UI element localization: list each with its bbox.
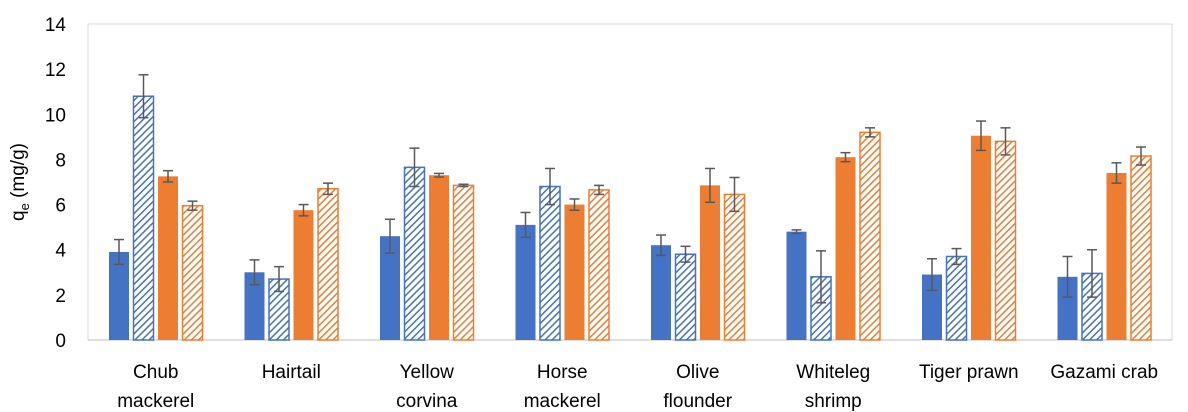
category-label-line: mackerel [524, 391, 601, 412]
bar [132, 95, 155, 341]
category-label: Whiteleg shrimp [796, 362, 870, 412]
y-axis-label-main: q [8, 210, 29, 221]
bar [1057, 276, 1078, 340]
bar [588, 189, 610, 341]
category-label-line: flounder [663, 391, 732, 412]
category-label: Gazami crab [1050, 362, 1158, 383]
category-label-line: shrimp [805, 391, 862, 412]
bar [109, 251, 129, 340]
y-tick-label: 10 [45, 105, 66, 126]
bar [723, 193, 746, 341]
bar [859, 131, 881, 341]
category-label-line: Whiteleg [796, 362, 870, 383]
bar [835, 157, 856, 340]
y-tick-label: 4 [55, 241, 66, 262]
category-label-line: Tiger prawn [919, 362, 1019, 383]
category-label: Hairtail [262, 362, 321, 383]
bar [994, 140, 1017, 341]
category-label-line: Chub [133, 362, 178, 383]
y-axis-label-sub: e [17, 203, 32, 210]
y-tick-label: 14 [45, 15, 67, 36]
y-axis-label-unit: (mg/g) [8, 143, 29, 203]
bar [181, 204, 204, 341]
category-label-line: Gazami crab [1050, 362, 1158, 383]
bar [429, 175, 449, 340]
bar [317, 188, 339, 341]
bar [564, 204, 585, 340]
y-tick-label: 0 [55, 331, 66, 352]
category-label: Horse mackerel [524, 362, 601, 412]
y-axis-label: qe (mg/g) [8, 143, 32, 221]
x-axis-categories: Chub mackerel Hairtail Yellow corvina Horse ma… [117, 362, 1158, 412]
y-tick-label: 6 [55, 196, 66, 217]
bar [786, 231, 807, 340]
bar [1130, 155, 1152, 341]
category-label-line: Yellow [400, 362, 455, 383]
category-label-line: corvina [396, 391, 458, 412]
bar [700, 185, 720, 340]
bar [515, 224, 536, 340]
bar [971, 135, 991, 340]
bar [945, 255, 968, 341]
bar [380, 236, 400, 340]
y-tick-label: 12 [45, 60, 66, 81]
bar [651, 245, 671, 340]
category-label-line: mackerel [117, 391, 194, 412]
category-label-line: Olive [676, 362, 719, 383]
bar [539, 185, 561, 341]
y-tick-label: 2 [55, 286, 66, 307]
y-axis-ticks: 0 2 4 6 8 10 12 14 [45, 15, 67, 352]
bar [403, 166, 426, 341]
category-label-line: Horse [537, 362, 588, 383]
bar [674, 253, 697, 341]
category-label: Tiger prawn [919, 362, 1019, 383]
bars-layer [109, 74, 1152, 341]
category-label: Yellow corvina [396, 362, 458, 412]
y-tick-label: 8 [55, 150, 66, 171]
bar [452, 184, 475, 341]
category-label: Olive flounder [663, 362, 732, 412]
category-label-line: Hairtail [262, 362, 321, 383]
category-label: Chub mackerel [117, 362, 194, 412]
bar [244, 272, 265, 340]
bar [158, 176, 178, 340]
bar [1106, 172, 1127, 340]
bar [293, 210, 314, 340]
